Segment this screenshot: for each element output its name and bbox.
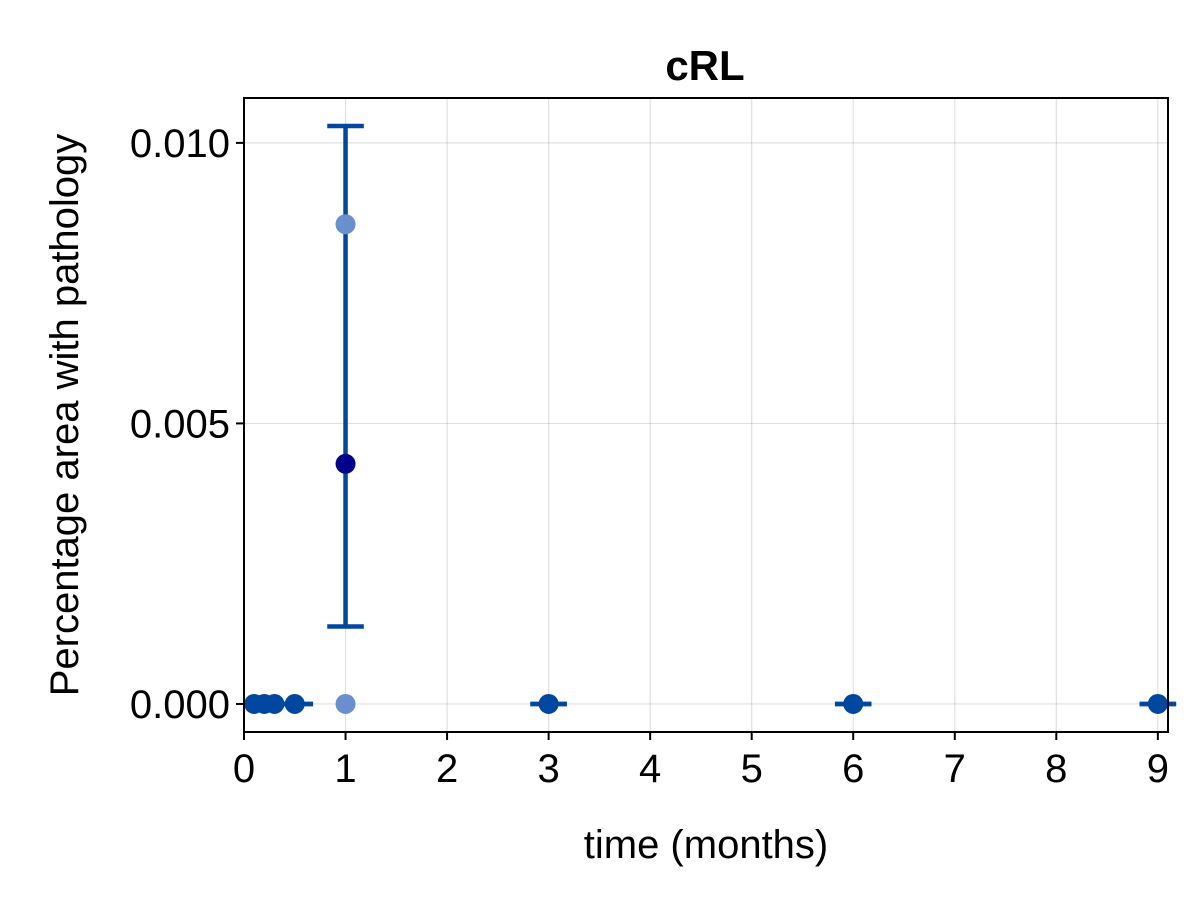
x-tick-label-3: 3: [537, 747, 559, 791]
mean-point-7: [1147, 693, 1168, 714]
error-bar-1: [327, 123, 364, 629]
error-bars: [276, 123, 1177, 707]
chart-title: cRL: [665, 42, 744, 89]
individual-point-1: [335, 693, 356, 714]
mean-point-3: [284, 693, 305, 714]
plot-frame: [243, 97, 1169, 733]
mean-point-2: [264, 693, 285, 714]
mean-point-6: [843, 693, 864, 714]
mean-point-4: [335, 453, 356, 474]
y-tick-label-2: 0.010: [130, 122, 230, 166]
individual-points: [335, 214, 356, 714]
x-tick-label-9: 9: [1147, 747, 1169, 791]
x-axis-ticks: 0 1 2 3 4 5 6 7 8 9: [233, 732, 1169, 791]
x-axis-label: time (months): [584, 823, 829, 867]
mean-points: [244, 453, 1168, 714]
individual-point-0: [335, 214, 356, 235]
x-tick-label-8: 8: [1045, 747, 1067, 791]
y-axis-ticks: 0.000 0.005 0.010: [130, 122, 244, 727]
x-tick-label-0: 0: [233, 747, 255, 791]
x-tick-label-4: 4: [639, 747, 661, 791]
y-axis-label: Percentage area with pathology: [43, 134, 87, 697]
x-tick-label-1: 1: [334, 747, 356, 791]
mean-point-5: [538, 693, 559, 714]
x-tick-label-5: 5: [741, 747, 763, 791]
grid: [243, 98, 1168, 732]
x-tick-label-7: 7: [944, 747, 966, 791]
x-tick-label-2: 2: [436, 747, 458, 791]
x-tick-label-6: 6: [842, 747, 864, 791]
y-tick-label-0: 0.000: [130, 683, 230, 727]
y-tick-label-1: 0.005: [130, 402, 230, 446]
